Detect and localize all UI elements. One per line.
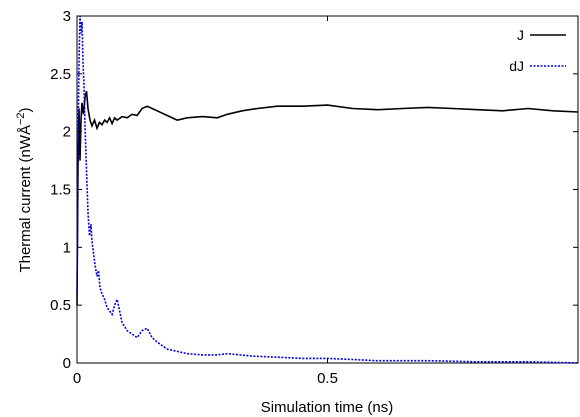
y-tick-label: 1 <box>63 239 71 256</box>
y-tick-label: 2 <box>63 124 71 141</box>
y-tick-label: 0.5 <box>50 297 71 314</box>
y-tick-label: 1.5 <box>50 182 71 199</box>
x-axis-label: Simulation time (ns) <box>261 399 394 416</box>
legend: JdJ <box>509 27 566 74</box>
legend-label-j: J <box>517 27 524 43</box>
y-tick-label: 0 <box>63 355 71 372</box>
y-axis-label-close: ) <box>17 107 34 112</box>
x-axis: 0 0.5 <box>73 16 338 387</box>
series-line-j <box>76 90 579 306</box>
y-tick-label: 3 <box>63 8 71 25</box>
y-axis-label-superscript: −2 <box>15 112 27 125</box>
legend-label-dj: dJ <box>509 58 524 74</box>
y-axis-label-main: Thermal current (nWÅ <box>17 125 34 273</box>
x-tick-label: 0 <box>73 370 81 387</box>
plot-frame <box>76 15 579 364</box>
series-line-dj <box>76 15 579 364</box>
plot-area <box>76 15 579 364</box>
y-axis-label: Thermal current (nWÅ−2) <box>15 107 34 272</box>
y-axis: 0 0.5 1 1.5 2 2.5 3 <box>50 8 578 372</box>
series-group <box>76 15 579 364</box>
x-tick-label: 0.5 <box>317 370 338 387</box>
y-tick-label: 2.5 <box>50 66 71 83</box>
